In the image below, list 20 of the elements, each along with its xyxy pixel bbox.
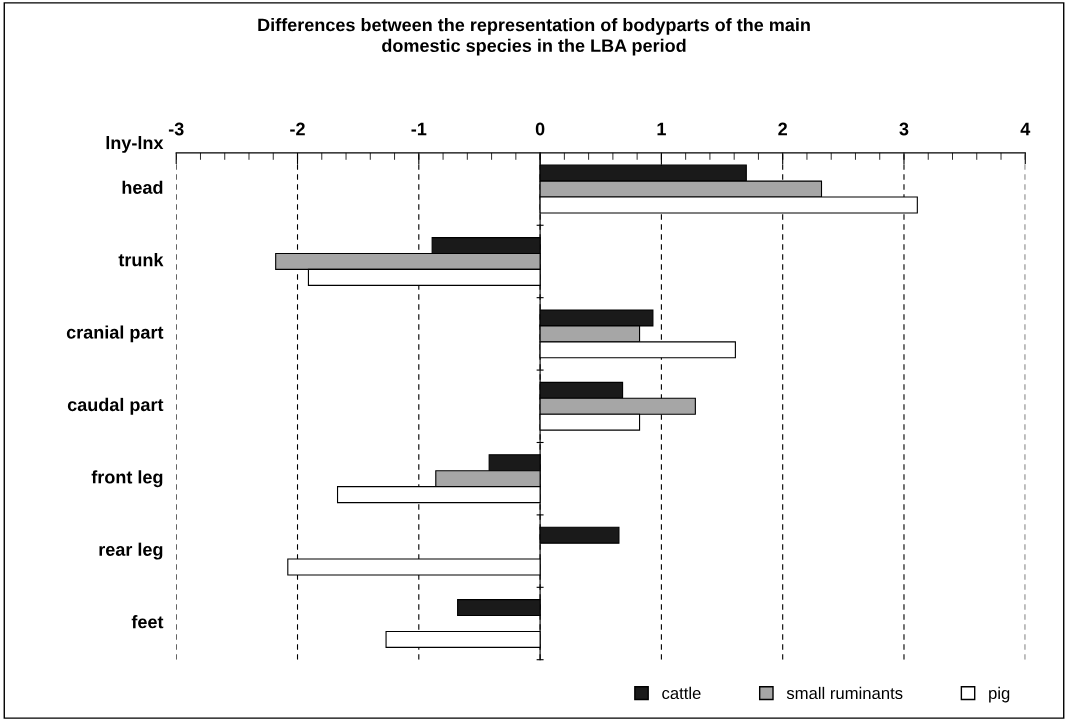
y-tick-label: feet [131, 615, 164, 629]
y-tick-label: front leg [91, 470, 163, 488]
y-tick-label: rear leg [99, 542, 163, 560]
x-axis-title: lny-lnx [106, 136, 164, 153]
legend-label: small ruminants [786, 686, 903, 700]
x-tick-label: 0 [535, 122, 545, 136]
x-tick-label: -2 [290, 122, 305, 136]
legend-label: cattle [662, 686, 701, 700]
chart-title: Differences between the representation of bodyparts of the main domestic species in the LBA period [258, 18, 810, 56]
y-tick-label: head [122, 180, 163, 194]
x-tick-label: 1 [657, 122, 666, 136]
x-tick-label: 3 [899, 122, 909, 136]
y-tick-label: caudal part [67, 397, 164, 415]
y-tick-label: trunk [118, 253, 164, 267]
y-tick-label: cranial part [66, 325, 164, 343]
x-tick-label: -1 [411, 122, 427, 136]
legend-label: pig [989, 686, 1010, 703]
x-tick-label: -3 [168, 122, 184, 136]
x-tick-label: 4 [1020, 122, 1031, 136]
x-tick-label: 2 [778, 122, 787, 136]
